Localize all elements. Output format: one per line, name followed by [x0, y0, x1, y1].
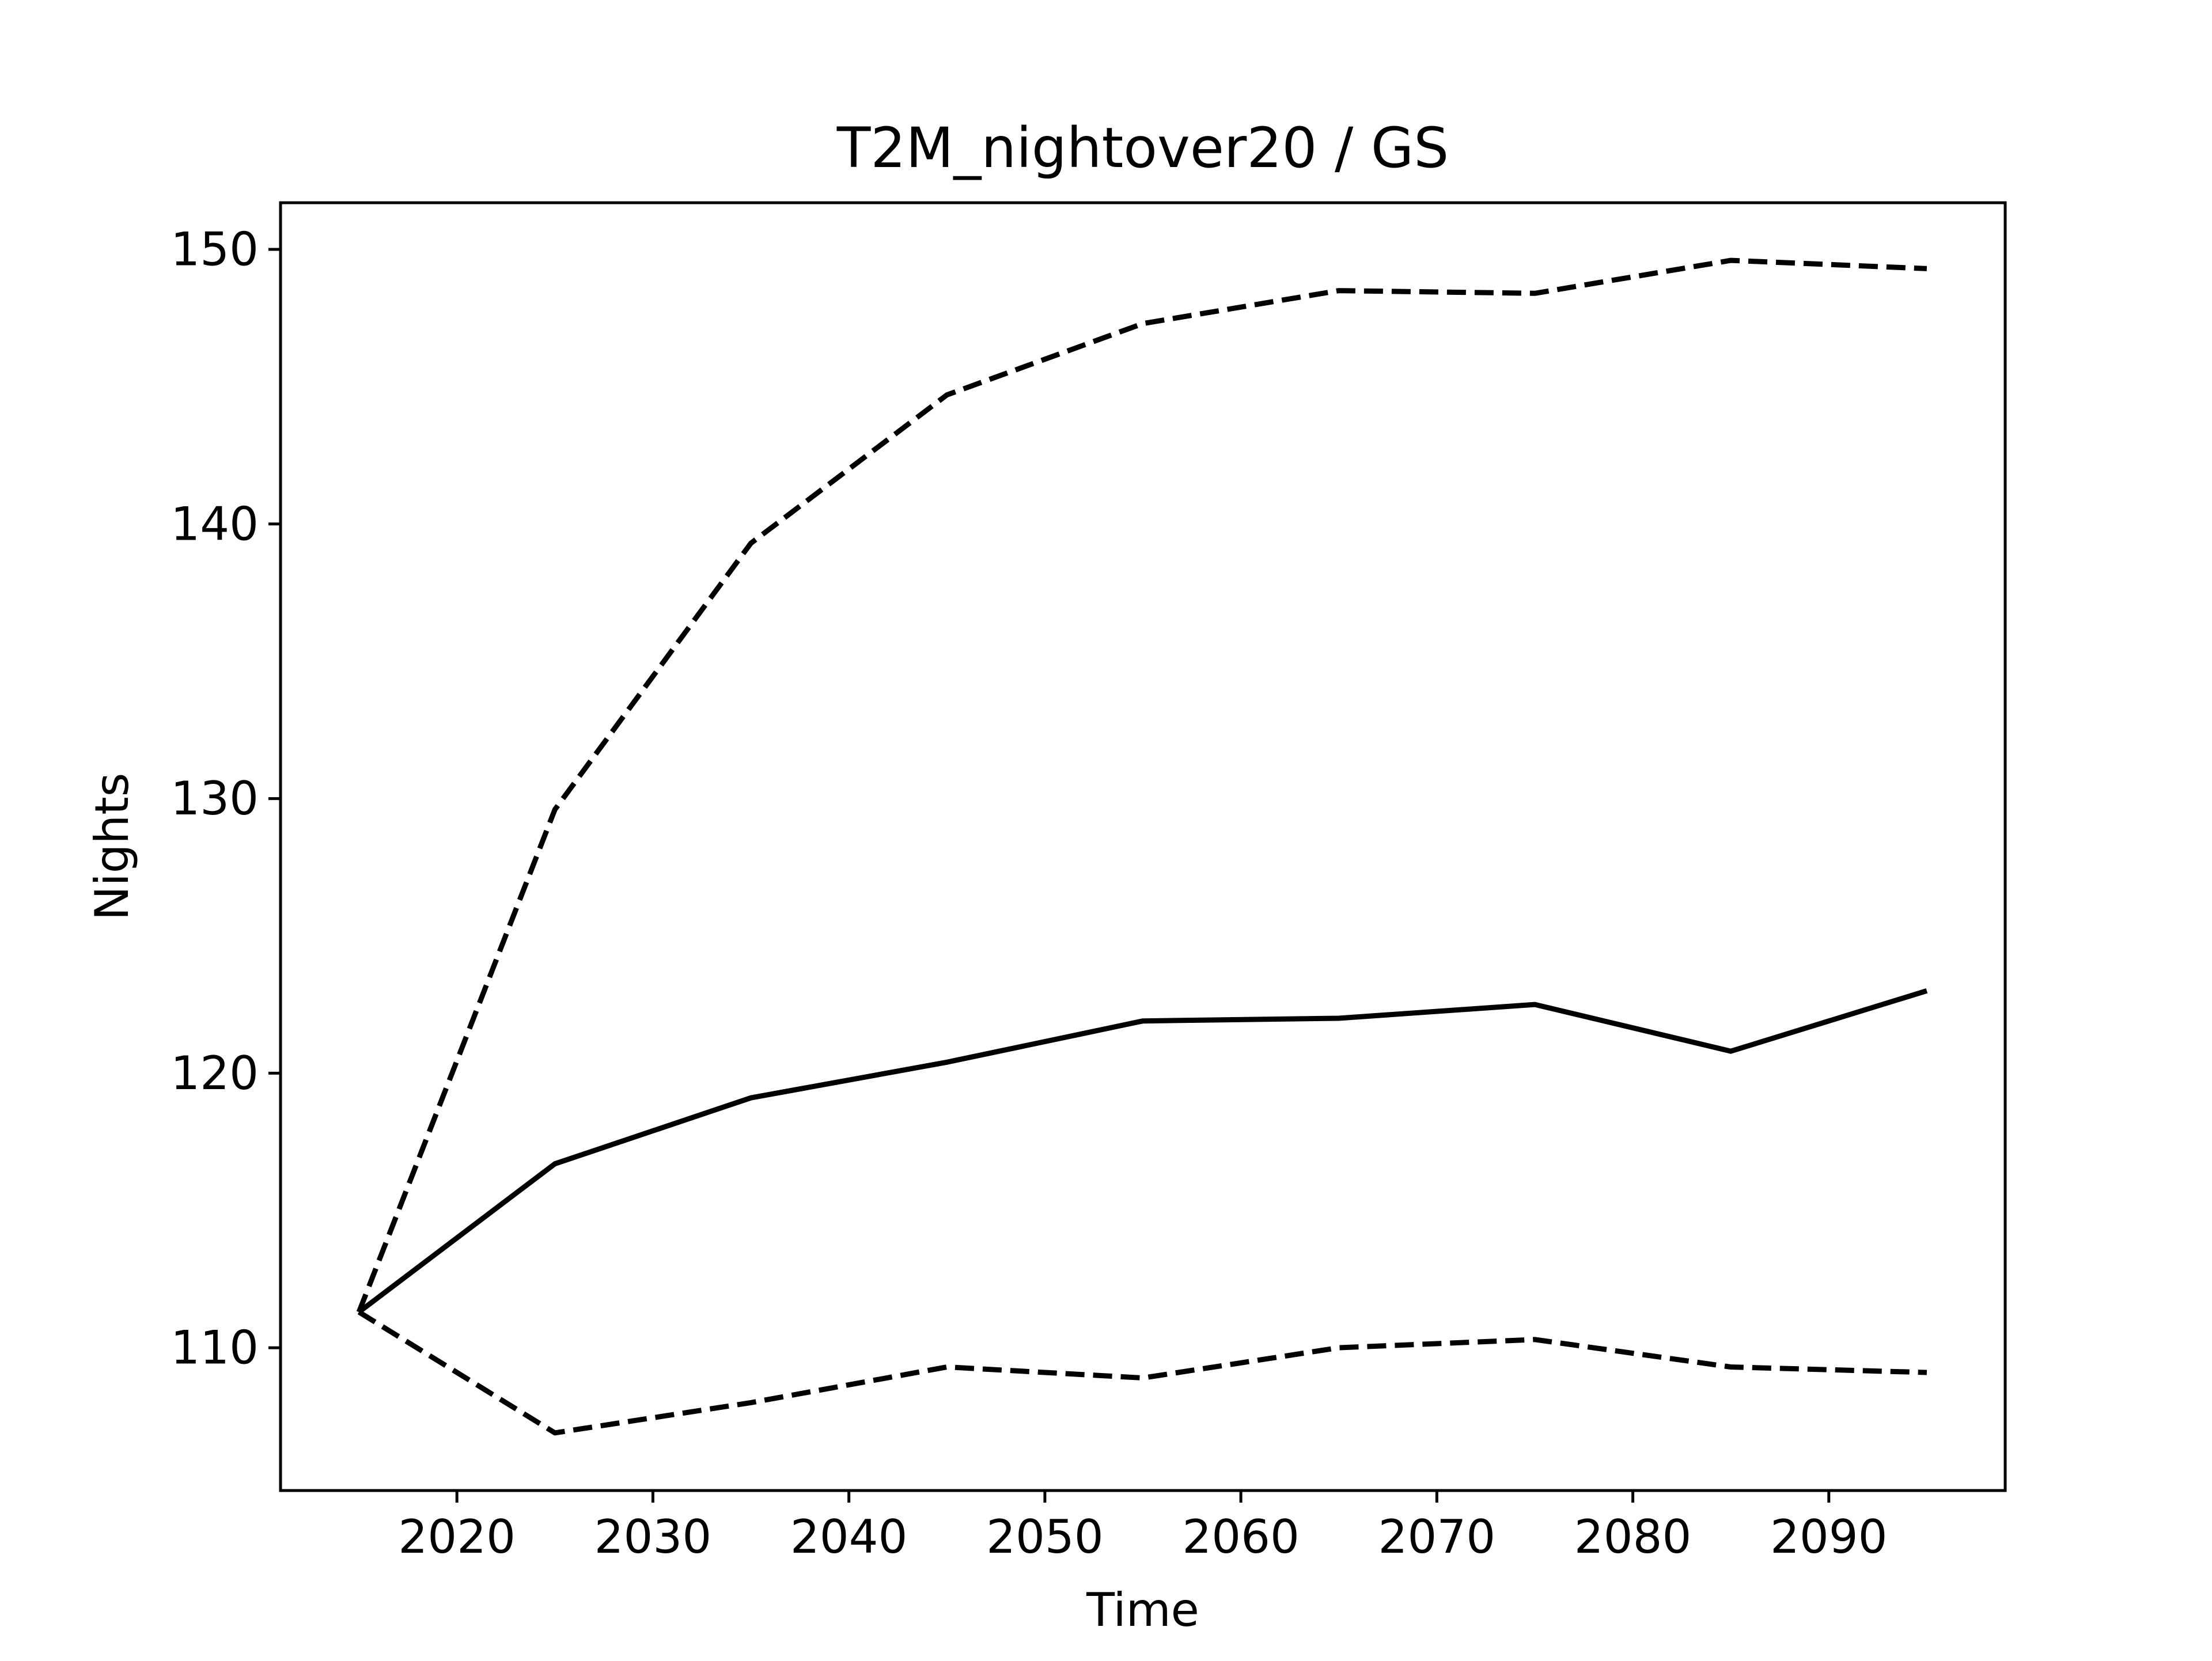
series-layer	[356, 257, 1928, 1436]
x-tick-label: 2030	[594, 1510, 712, 1564]
y-tick-label: 120	[171, 1046, 259, 1100]
x-tick-label: 2060	[1182, 1510, 1300, 1564]
x-tick-label: 2070	[1378, 1510, 1496, 1564]
y-axis-label: Nights	[85, 773, 139, 921]
plot-frame	[279, 201, 2007, 1492]
series-line-3	[357, 1310, 1927, 1436]
y-tick-label: 140	[171, 497, 259, 551]
y-tick-label: 130	[171, 772, 259, 825]
series-line-1	[356, 257, 1927, 1313]
x-tick-label: 2020	[398, 1510, 516, 1564]
series-line-2	[357, 988, 1928, 1314]
y-tick-label: 150	[171, 223, 259, 276]
chart-title: T2M_nightover20 / GS	[836, 116, 1449, 180]
x-axis-label: Time	[1086, 1583, 1199, 1637]
x-tick-label: 2040	[790, 1510, 908, 1564]
x-tick-label: 2080	[1574, 1510, 1692, 1564]
y-axis: 110 120 130 140 150	[171, 223, 281, 1375]
x-axis: 2020 2030 2040 2050 2060 2070 2080 2090	[398, 1491, 1888, 1564]
y-tick-label: 110	[171, 1321, 259, 1375]
x-tick-label: 2090	[1770, 1510, 1888, 1564]
x-tick-label: 2050	[986, 1510, 1104, 1564]
